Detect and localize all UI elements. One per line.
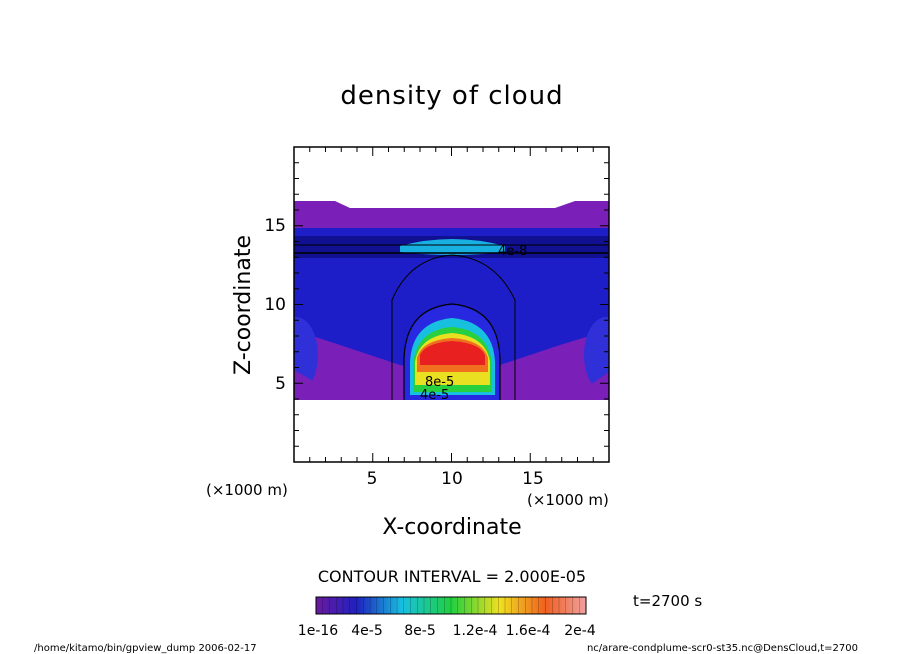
x-tick-label: 5 bbox=[367, 469, 378, 489]
colorbar-label: 2e-4 bbox=[564, 623, 596, 639]
y-tick-label: 10 bbox=[264, 295, 286, 315]
chart-title: density of cloud bbox=[340, 81, 563, 111]
x-tick-labels: 5 10 15 bbox=[367, 469, 544, 489]
cloud-lower-fringe-right bbox=[500, 370, 609, 402]
x-tick-label: 10 bbox=[441, 469, 463, 489]
contour-label-3: 4e-5 bbox=[420, 388, 449, 403]
colorbar-ticks bbox=[322, 597, 580, 614]
contour-label-1: 4e-8 bbox=[498, 244, 527, 259]
contour-field bbox=[294, 201, 609, 462]
colorbar-label: 1.2e-4 bbox=[453, 623, 498, 639]
y-axis-unit: (×1000 m) bbox=[206, 481, 288, 499]
x-axis-label: X-coordinate bbox=[382, 515, 521, 540]
cloud-layer-cyan bbox=[400, 239, 505, 255]
x-tick-label: 15 bbox=[522, 469, 544, 489]
colorbar-label: 8e-5 bbox=[404, 623, 435, 639]
contour-label-2: 8e-5 bbox=[425, 375, 454, 390]
y-tick-label: 5 bbox=[275, 374, 286, 394]
time-label: t=2700 s bbox=[633, 592, 702, 610]
side-lobe-right bbox=[584, 317, 609, 393]
y-tick-labels: 15 10 5 bbox=[264, 216, 286, 394]
y-axis-label: Z-coordinate bbox=[231, 235, 256, 375]
contour-interval: CONTOUR INTERVAL = 2.000E-05 bbox=[318, 567, 586, 586]
cloud-core-red bbox=[420, 341, 485, 365]
footer-right: nc/arare-condplume-scr0-st35.nc@DensClou… bbox=[587, 643, 858, 654]
colorbar-label: 1e-16 bbox=[298, 623, 338, 639]
colorbar-label: 4e-5 bbox=[351, 623, 382, 639]
x-axis-unit: (×1000 m) bbox=[527, 491, 609, 509]
cloud-body-blue bbox=[294, 228, 609, 372]
footer-left: /home/kitamo/bin/gpview_dump 2006-02-17 bbox=[34, 643, 257, 654]
contour-line-inner bbox=[403, 303, 501, 400]
y-tick-label: 15 bbox=[264, 216, 286, 236]
colorbar-labels: 1e-16 4e-5 8e-5 1.2e-4 1.6e-4 2e-4 bbox=[298, 623, 596, 639]
contour-line-outer bbox=[391, 254, 516, 400]
axis-ticks bbox=[294, 147, 609, 462]
colorbar-label: 1.6e-4 bbox=[506, 623, 551, 639]
